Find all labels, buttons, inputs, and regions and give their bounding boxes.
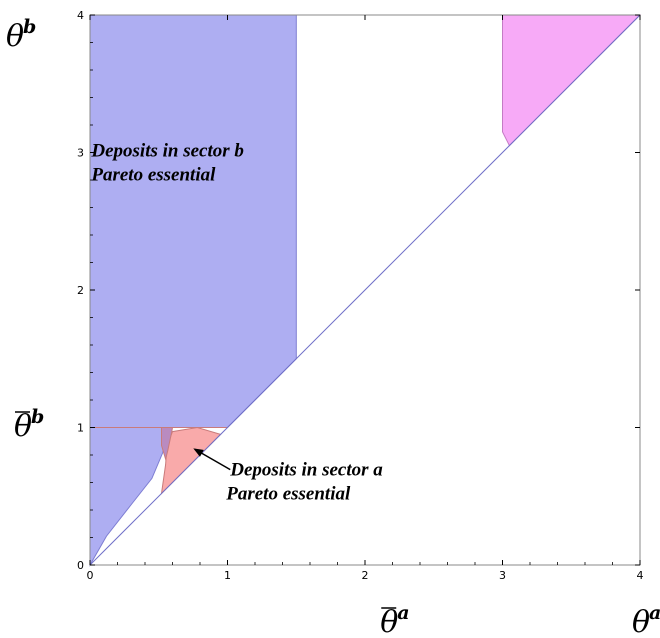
y-threshold-label-symbol: θ	[14, 409, 32, 444]
y-axis-label: θb	[6, 16, 36, 54]
y-axis-label-sup: b	[23, 16, 36, 38]
annotation-1: Deposits in sector b Pareto essential	[90, 141, 244, 186]
x-tick-label-2: 2	[362, 569, 369, 582]
y-tick-label-0: 0	[77, 559, 84, 572]
y-tick-label-2: 2	[77, 284, 84, 297]
annotation-arrow	[193, 448, 231, 471]
x-tick-label-4: 4	[637, 569, 644, 582]
x-tick-label-0: 0	[87, 569, 94, 582]
y-threshold-label-sup: b	[31, 406, 44, 428]
annotation-2-line-1: Deposits in sector a	[229, 460, 383, 481]
annotation-2: Deposits in sector a Pareto essential	[225, 460, 383, 505]
x-threshold-label: θa	[380, 602, 409, 638]
region-blue-upper	[89, 14, 297, 428]
frame-layer	[89, 14, 641, 566]
x-axis-label-sup: a	[649, 602, 660, 624]
x-axis-label: θa	[632, 602, 660, 638]
x-tick-label-1: 1	[224, 569, 231, 582]
x-threshold-label-sup: a	[397, 602, 409, 624]
y-tick-label-4: 4	[77, 9, 84, 22]
region-blue-lower	[89, 427, 165, 567]
diagonal-line	[89, 14, 641, 566]
labels-layer: 0123401234θbθaθbθaDeposits in sector bPa…	[6, 9, 660, 638]
y-axis-label-symbol: θ	[6, 19, 24, 54]
annotation-1-line-2: Pareto essential	[90, 165, 216, 186]
x-threshold-label-symbol: θ	[380, 605, 398, 638]
annotation-1-line-1: Deposits in sector b	[90, 141, 244, 162]
region-magenta	[502, 14, 642, 147]
y-tick-label-1: 1	[77, 422, 84, 435]
x-tick-label-3: 3	[499, 569, 506, 582]
annotation-2-line-2: Pareto essential	[225, 484, 351, 505]
y-threshold-label: θb	[14, 406, 44, 444]
lines-layer	[89, 14, 641, 566]
y-tick-label-3: 3	[77, 147, 84, 160]
x-axis-label-symbol: θ	[632, 605, 650, 638]
